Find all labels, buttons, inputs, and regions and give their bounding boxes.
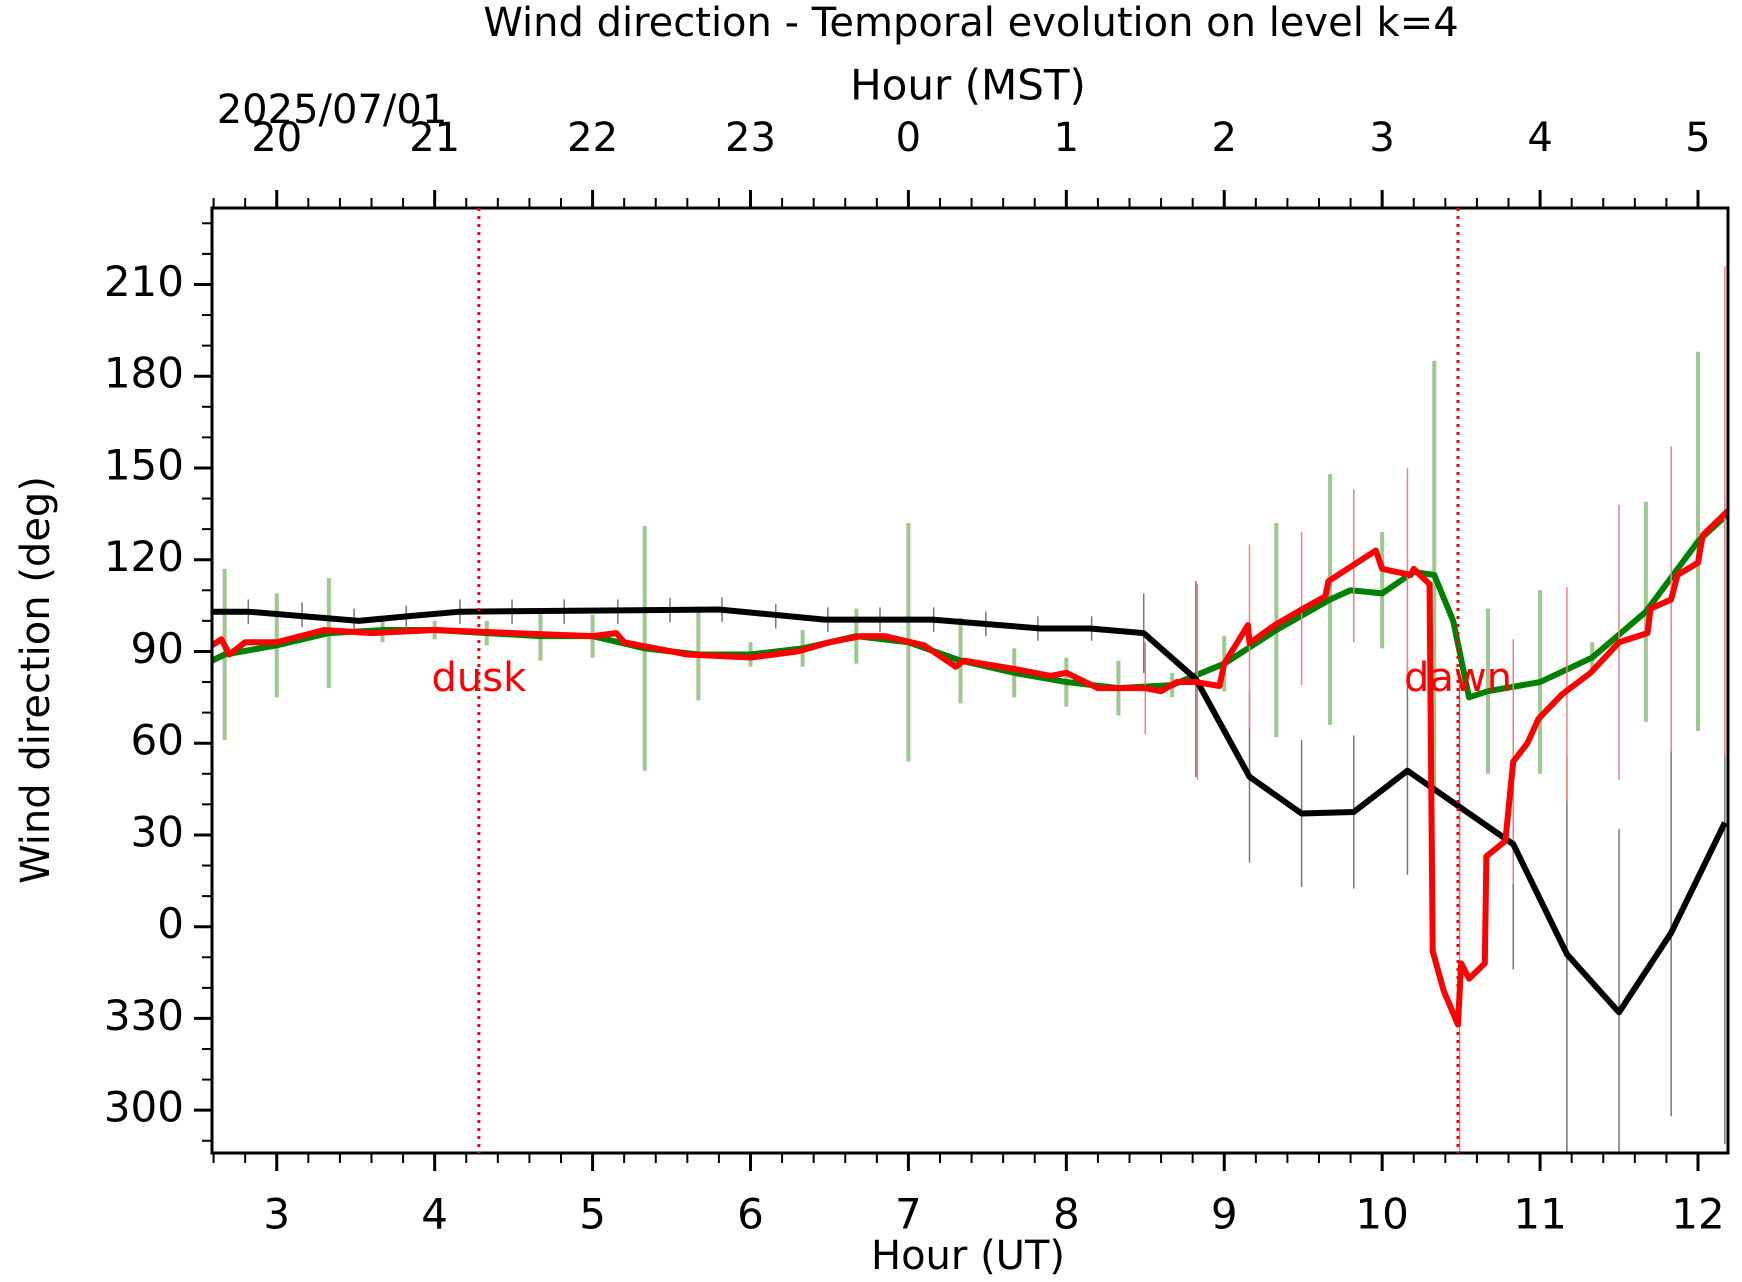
- y-tick-label: 60: [131, 716, 184, 765]
- y-tick-label: 30: [131, 807, 184, 856]
- x-tick-label: 6: [737, 1190, 764, 1239]
- x2-tick-label: 2: [1212, 115, 1237, 161]
- x-tick-label: 9: [1211, 1190, 1238, 1239]
- x-tick-label: 11: [1513, 1190, 1566, 1239]
- x-axis-label: Hour (UT): [871, 1233, 1065, 1279]
- axes-frame: [210, 206, 1730, 1155]
- series-line: [212, 606, 1728, 1016]
- x2-tick-label: 1: [1054, 115, 1079, 161]
- y-tick-label: 120: [104, 532, 184, 581]
- x2-tick-label: 0: [896, 115, 921, 161]
- y-tick-label: 210: [104, 257, 184, 306]
- date-label: 2025/07/01: [217, 87, 448, 133]
- y-tick-label: 0: [157, 899, 184, 948]
- y-tick-label: 180: [104, 349, 184, 398]
- x-tick-label: 10: [1355, 1190, 1408, 1239]
- y-tick-label: 150: [104, 440, 184, 489]
- x2-tick-label: 20: [251, 115, 302, 161]
- x-tick-label: 5: [579, 1190, 606, 1239]
- y-tick-label: 90: [131, 624, 184, 673]
- y-tick-label: 300: [104, 1083, 184, 1132]
- x2-tick-label: 22: [567, 115, 618, 161]
- x-tick-label: 12: [1671, 1190, 1724, 1239]
- x2-tick-label: 3: [1369, 115, 1394, 161]
- plot-area: [212, 266, 1728, 1153]
- chart-title: Wind direction - Temporal evolution on l…: [483, 0, 1458, 46]
- annotation-label: dusk: [432, 655, 528, 701]
- x2-axis-label: Hour (MST): [850, 61, 1086, 110]
- x-tick-label: 4: [421, 1190, 448, 1239]
- y-axis-label: Wind direction (deg): [13, 476, 59, 884]
- x2-tick-label: 4: [1527, 115, 1552, 161]
- x2-tick-label: 5: [1685, 115, 1710, 161]
- x-tick-label: 7: [895, 1190, 922, 1239]
- x2-tick-label: 21: [409, 115, 460, 161]
- x-tick-label: 3: [263, 1190, 290, 1239]
- annotation-label: dawn: [1404, 655, 1512, 701]
- x2-tick-label: 23: [725, 115, 776, 161]
- y-tick-label: 330: [104, 991, 184, 1040]
- series-line: [212, 508, 1728, 1028]
- x-tick-label: 8: [1053, 1190, 1080, 1239]
